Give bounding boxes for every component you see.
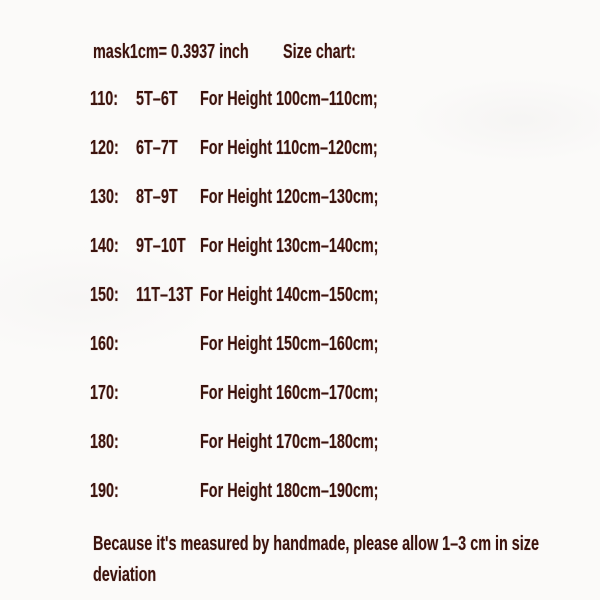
age-range: 9T–10T	[136, 235, 186, 257]
chart-header: mask1cm= 0.3937 inch Size chart:	[0, 40, 600, 64]
size-row: 130: 8T–9T For Height 120cm–130cm;	[0, 185, 600, 234]
age-range: 6T–7T	[136, 137, 178, 159]
height-range: For Height 180cm–190cm;	[200, 480, 379, 502]
size-row: 190: For Height 180cm–190cm;	[0, 479, 600, 528]
height-range: For Height 150cm–160cm;	[200, 333, 379, 355]
height-range: For Height 120cm–130cm;	[200, 186, 379, 208]
height-range: For Height 130cm–140cm;	[200, 235, 379, 257]
size-row: 140: 9T–10T For Height 130cm–140cm;	[0, 234, 600, 283]
height-range: For Height 170cm–180cm;	[200, 431, 379, 453]
size-value: 180:	[90, 431, 119, 453]
size-value: 150:	[90, 284, 119, 306]
size-value: 130:	[90, 186, 119, 208]
cm-inch-conversion-note: mask1cm= 0.3937 inch	[93, 41, 249, 63]
size-row: 150: 11T–13T For Height 140cm–150cm;	[0, 283, 600, 332]
chart-title: Size chart:	[283, 41, 356, 63]
size-value: 160:	[90, 333, 119, 355]
age-range: 5T–6T	[136, 88, 178, 110]
size-value: 110:	[90, 88, 119, 110]
height-range: For Height 110cm–120cm;	[200, 137, 378, 159]
size-rows: 110: 5T–6T For Height 100cm–110cm; 120: …	[0, 87, 600, 528]
size-value: 120:	[90, 137, 119, 159]
size-value: 140:	[90, 235, 119, 257]
age-range: 11T–13T	[136, 284, 193, 306]
size-value: 170:	[90, 382, 119, 404]
size-value: 190:	[90, 480, 119, 502]
size-row: 160: For Height 150cm–160cm;	[0, 332, 600, 381]
deviation-note: Because it's measured by handmade, pleas…	[93, 533, 540, 586]
height-range: For Height 100cm–110cm;	[200, 88, 378, 110]
size-row: 110: 5T–6T For Height 100cm–110cm;	[0, 87, 600, 136]
size-row: 170: For Height 160cm–170cm;	[0, 381, 600, 430]
size-row: 180: For Height 170cm–180cm;	[0, 430, 600, 479]
age-range: 8T–9T	[136, 186, 178, 208]
height-range: For Height 160cm–170cm;	[200, 382, 379, 404]
size-row: 120: 6T–7T For Height 110cm–120cm;	[0, 136, 600, 185]
height-range: For Height 140cm–150cm;	[200, 284, 379, 306]
